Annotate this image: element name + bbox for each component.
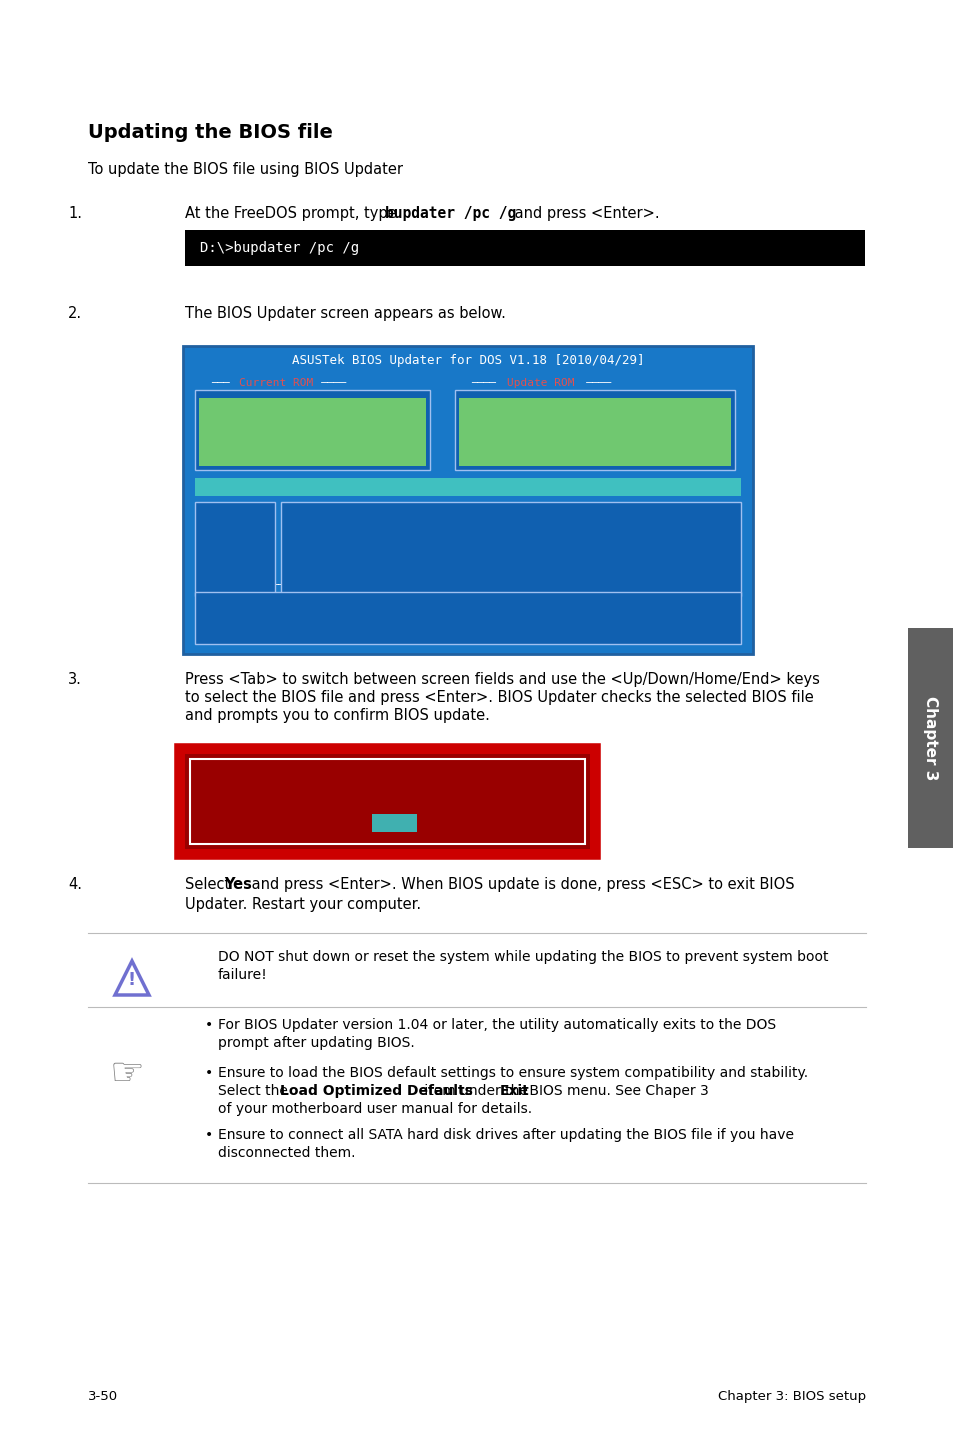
Text: Ensure to connect all SATA hard disk drives after updating the BIOS file if you : Ensure to connect all SATA hard disk dri… (218, 1127, 793, 1142)
Text: Note: Note (214, 580, 242, 590)
Text: ─: ─ (205, 580, 217, 590)
Text: PATH:: PATH: (201, 482, 241, 492)
Text: •: • (205, 1018, 213, 1032)
Text: Yes: Yes (321, 812, 343, 825)
Text: disconnected them.: disconnected them. (218, 1146, 355, 1160)
Text: Unknown: Unknown (497, 418, 543, 429)
Text: VER:: VER: (461, 418, 496, 429)
Bar (183, 347, 752, 654)
Text: RAMPAGE IV EXTREME: RAMPAGE IV EXTREME (253, 403, 375, 413)
Text: BOARD:: BOARD: (461, 403, 509, 413)
Bar (907, 628, 952, 848)
Text: No: No (387, 812, 401, 825)
Text: !: ! (128, 971, 136, 989)
Text: Unknown: Unknown (513, 403, 559, 413)
Text: Load Optimized Defaults: Load Optimized Defaults (280, 1084, 473, 1099)
Text: ────: ──── (471, 378, 501, 388)
Text: A:\: A:\ (243, 482, 263, 492)
Text: Yes: Yes (224, 877, 252, 892)
Bar (190, 759, 584, 844)
Text: Unknown: Unknown (504, 434, 552, 444)
Text: 2.: 2. (68, 306, 82, 321)
Text: BIOS menu. See Chaper 3: BIOS menu. See Chaper 3 (524, 1084, 708, 1099)
Text: ────: ──── (314, 378, 346, 388)
Text: R4E.ROM        4194304 2010-08-05 17:30:48: R4E.ROM 4194304 2010-08-05 17:30:48 (291, 508, 574, 518)
Text: Chapter 3: Chapter 3 (923, 696, 937, 781)
Bar (185, 754, 589, 848)
Text: ASUSTek BIOS Updater for DOS V1.18 [2010/04/29]: ASUSTek BIOS Updater for DOS V1.18 [2010… (292, 354, 643, 367)
Text: Update ROM: Update ROM (506, 378, 574, 388)
Bar (194, 477, 740, 496)
Bar (455, 390, 734, 470)
Text: At the FreeDOS prompt, type: At the FreeDOS prompt, type (185, 206, 401, 221)
Bar (372, 814, 417, 833)
Text: Select the: Select the (218, 1084, 292, 1099)
Text: Chapter 3: BIOS setup: Chapter 3: BIOS setup (717, 1391, 865, 1403)
Text: The BIOS Updater screen appears as below.: The BIOS Updater screen appears as below… (185, 306, 505, 321)
Text: 3.: 3. (68, 672, 82, 687)
Text: DATE:: DATE: (461, 434, 502, 444)
Text: Select: Select (185, 877, 234, 892)
Text: and prompts you to confirm BIOS update.: and prompts you to confirm BIOS update. (185, 707, 489, 723)
Bar (194, 390, 430, 470)
Text: Ensure to load the BIOS default settings to ensure system compatibility and stab: Ensure to load the BIOS default settings… (218, 1066, 807, 1080)
Bar (194, 592, 740, 644)
Text: ───: ─── (211, 378, 235, 388)
Text: 3-50: 3-50 (88, 1391, 118, 1403)
Text: VER:: VER: (202, 418, 235, 429)
Text: Updater. Restart your computer.: Updater. Restart your computer. (185, 897, 420, 912)
Bar (185, 230, 864, 266)
Text: to select the BIOS file and press <Enter>. BIOS Updater checks the selected BIOS: to select the BIOS file and press <Enter… (185, 690, 813, 705)
Text: DO NOT shut down or reset the system while updating the BIOS to prevent system b: DO NOT shut down or reset the system whi… (218, 951, 827, 963)
Text: [Up/Down/Home/End] Move     [B] Backup       [Esc] Exit: [Up/Down/Home/End] Move [B] Backup [Esc]… (205, 617, 576, 627)
Text: Updating the BIOS file: Updating the BIOS file (88, 124, 333, 142)
Text: bupdater /pc /g: bupdater /pc /g (385, 206, 516, 221)
Text: 1.: 1. (68, 206, 82, 221)
Bar (177, 746, 598, 857)
Text: A:: A: (205, 508, 218, 518)
Bar (458, 398, 730, 466)
Text: 09/05/2011: 09/05/2011 (245, 434, 313, 444)
Text: Are you sure to update BIOS?: Are you sure to update BIOS? (270, 774, 504, 787)
Text: of your motherboard user manual for details.: of your motherboard user manual for deta… (218, 1102, 532, 1116)
Text: and press <Enter>.: and press <Enter>. (510, 206, 659, 221)
Text: ────: ──── (579, 378, 611, 388)
Text: Press <Tab> to switch between screen fields and use the <Up/Down/Home/End> keys: Press <Tab> to switch between screen fie… (185, 672, 819, 687)
Text: ☞: ☞ (110, 1055, 144, 1093)
Text: 4.: 4. (68, 877, 82, 892)
Text: [Enter] Select or Load     [Tab] Switch     [V] Drive Info: [Enter] Select or Load [Tab] Switch [V] … (205, 600, 596, 610)
Text: Current ROM: Current ROM (239, 378, 313, 388)
Text: D:\>bupdater /pc /g: D:\>bupdater /pc /g (200, 242, 358, 255)
Bar (194, 502, 274, 595)
Text: item under the: item under the (419, 1084, 532, 1099)
Text: failure!: failure! (218, 968, 268, 982)
Text: BOARD:: BOARD: (202, 403, 249, 413)
Text: To update the BIOS file using BIOS Updater: To update the BIOS file using BIOS Updat… (88, 162, 402, 177)
Text: prompt after updating BIOS.: prompt after updating BIOS. (218, 1035, 415, 1050)
Bar (199, 398, 426, 466)
Text: and press <Enter>. When BIOS update is done, press <ESC> to exit BIOS: and press <Enter>. When BIOS update is d… (247, 877, 794, 892)
Text: 0211: 0211 (236, 418, 264, 429)
Text: •: • (205, 1066, 213, 1080)
Bar (281, 502, 740, 595)
Text: DATE:: DATE: (202, 434, 242, 444)
Text: Exit: Exit (499, 1084, 529, 1099)
Text: For BIOS Updater version 1.04 or later, the utility automatically exits to the D: For BIOS Updater version 1.04 or later, … (218, 1018, 776, 1032)
Text: •: • (205, 1127, 213, 1142)
Text: ────────────────────────────────────────: ──────────────────────────────────────── (241, 580, 497, 590)
